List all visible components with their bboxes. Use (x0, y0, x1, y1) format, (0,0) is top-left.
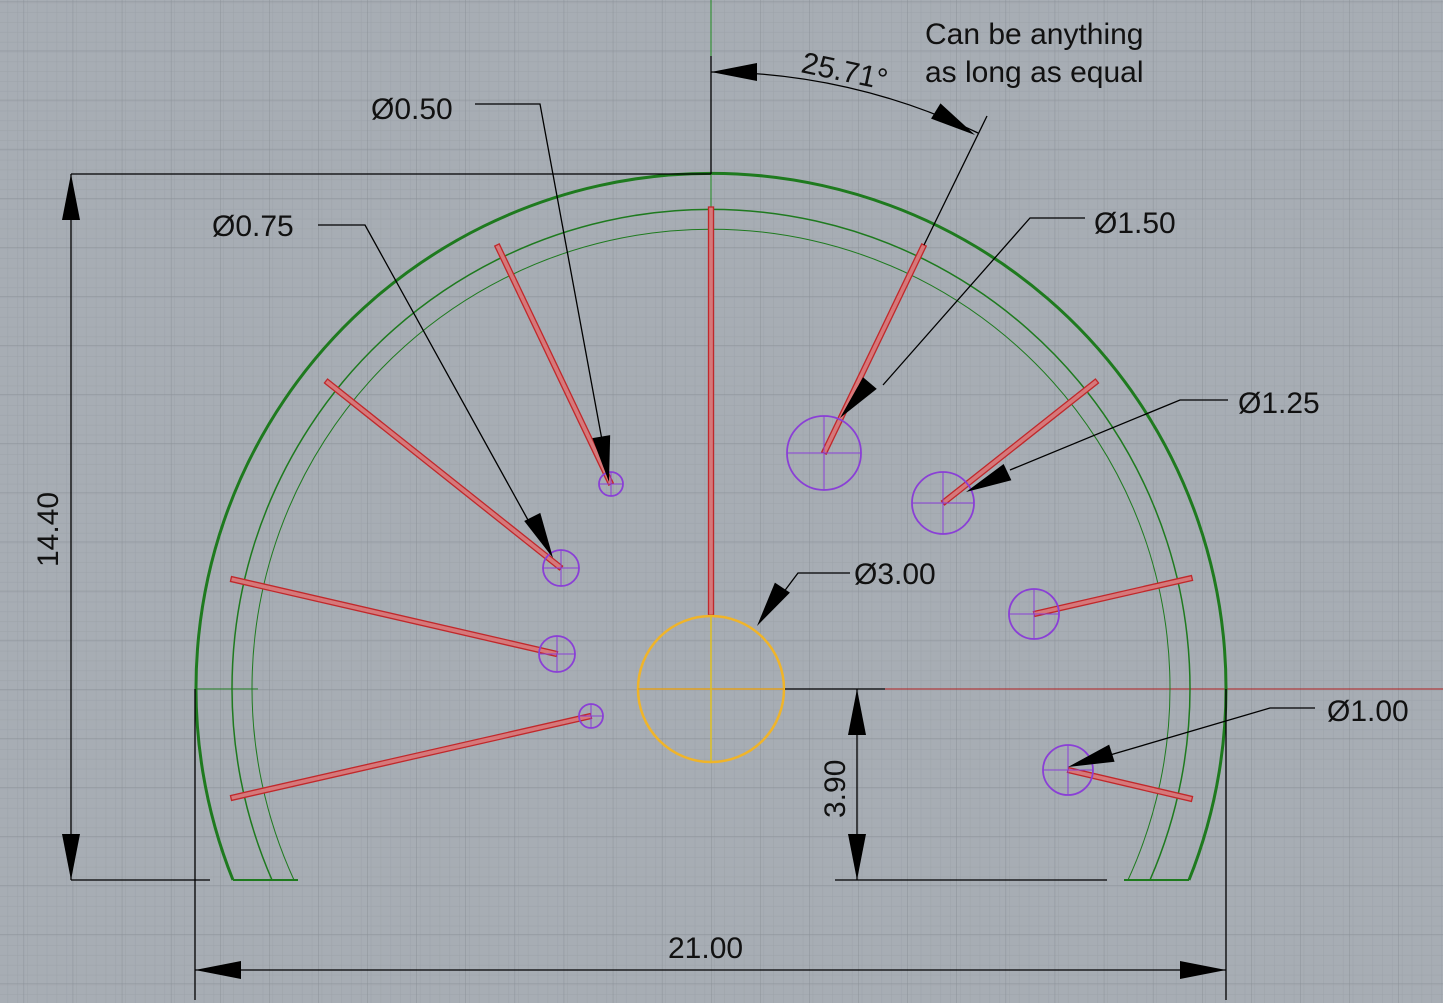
spoke-body (1066, 766, 1194, 803)
note-line1: Can be anything (925, 18, 1144, 51)
holes (538, 415, 1094, 796)
spoke-body (1032, 574, 1194, 618)
label-hole-050: Ø0.50 (371, 93, 453, 126)
hole[interactable] (1042, 744, 1094, 796)
hole[interactable] (911, 471, 975, 535)
arrowhead (757, 582, 790, 626)
spoke-body (229, 575, 559, 658)
arrowhead (62, 834, 80, 880)
arrowhead (1068, 744, 1115, 767)
arrowheads (62, 63, 1226, 979)
arrowhead (931, 103, 975, 135)
hole[interactable] (538, 635, 576, 673)
arrowhead (840, 377, 877, 418)
leader-075 (318, 224, 529, 521)
label-hole-100: Ø1.00 (1327, 695, 1409, 728)
spoke-body (940, 378, 1100, 506)
arrowhead (711, 63, 757, 81)
spoke[interactable] (707, 206, 715, 616)
arrowhead (62, 174, 80, 220)
leader-100 (1109, 707, 1315, 756)
hub[interactable] (636, 614, 786, 764)
arrowhead (592, 435, 611, 482)
hole[interactable] (542, 549, 580, 587)
arrowhead (524, 512, 553, 558)
leader-050 (475, 103, 603, 441)
spoke-body (493, 243, 615, 486)
spoke[interactable] (940, 378, 1100, 506)
dim-height-label: 14.40 (32, 492, 65, 567)
label-hole-075: Ø0.75 (212, 210, 294, 243)
spoke-body (707, 206, 715, 616)
leader-125 (1009, 399, 1228, 471)
hole[interactable] (1008, 588, 1060, 640)
spoke[interactable] (1066, 766, 1194, 803)
arrowhead (1180, 961, 1226, 979)
arrowhead (195, 961, 241, 979)
spoke-body (323, 378, 564, 571)
spoke[interactable] (493, 243, 615, 486)
spokes (229, 206, 1194, 803)
arrowhead (848, 689, 866, 735)
label-hole-125: Ø1.25 (1238, 387, 1320, 420)
spoke-body (229, 712, 593, 802)
spoke[interactable] (229, 712, 593, 802)
arrowhead (848, 834, 866, 880)
ext-angle-spoke (923, 115, 988, 246)
spoke[interactable] (1032, 574, 1194, 618)
label-hole-150: Ø1.50 (1094, 207, 1176, 240)
spoke[interactable] (820, 243, 928, 455)
hole[interactable] (578, 703, 604, 729)
hole[interactable] (786, 415, 862, 491)
dim-width-label: 21.00 (668, 932, 743, 965)
spoke[interactable] (323, 378, 564, 571)
spoke[interactable] (229, 575, 559, 658)
dim-offset-label: 3.90 (819, 760, 852, 818)
note-line2: as long as equal (925, 56, 1144, 89)
leader-300 (779, 572, 850, 598)
leader-150 (882, 217, 1085, 386)
spoke-body (820, 243, 928, 455)
hole[interactable] (598, 471, 624, 497)
label-hub-diameter: Ø3.00 (854, 558, 936, 591)
arrowhead (966, 464, 1012, 492)
